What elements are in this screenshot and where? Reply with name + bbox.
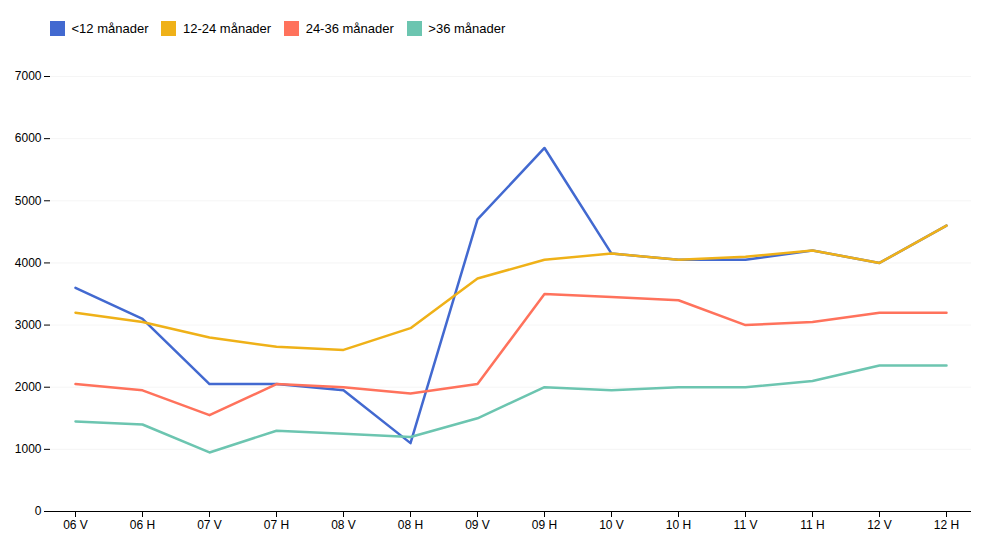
svg-text:11 V: 11 V [734,518,758,532]
svg-text:0: 0 [35,504,42,518]
svg-text:08 H: 08 H [398,518,423,532]
svg-text:2000: 2000 [15,380,42,394]
svg-text:11 H: 11 H [800,518,824,532]
svg-text:07 V: 07 V [197,518,222,532]
svg-text:3000: 3000 [15,317,42,331]
html-text:12-24 månader: 12-24 månader [183,21,272,36]
svg-text:10 H: 10 H [666,518,691,532]
svg-text:06 H: 06 H [130,518,155,532]
svg-text:7000: 7000 [15,69,42,83]
svg-text:12 H: 12 H [934,518,959,532]
html-text:24-36 månader: 24-36 månader [305,21,394,36]
svg-text:09 H: 09 H [532,518,557,532]
svg-text:10 V: 10 V [599,518,624,532]
svg-text:09 V: 09 V [465,518,490,532]
svg-text:1000: 1000 [15,442,42,456]
svg-text:12 V: 12 V [867,518,892,532]
svg-text:08 V: 08 V [331,518,356,532]
svg-text:07 H: 07 H [264,518,289,532]
html-text:<12 månader: <12 månader [71,21,149,36]
html-text:>36 månader: >36 månader [428,21,506,36]
svg-text:06 V: 06 V [63,518,88,532]
svg-text:6000: 6000 [15,131,42,145]
svg-text:4000: 4000 [15,255,42,269]
svg-text:5000: 5000 [15,193,42,207]
